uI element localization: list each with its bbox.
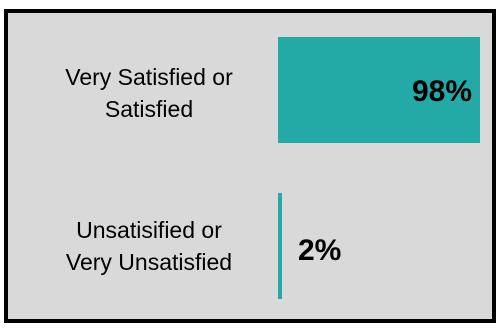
bar-satisfied — [278, 37, 480, 143]
category-label-satisfied: Very Satisfied or Satisfied — [24, 61, 274, 125]
bar-unsatisfied — [278, 193, 282, 299]
data-label-unsatisfied: 2% — [298, 234, 342, 267]
data-label-satisfied: 98% — [411, 75, 472, 108]
category-label-line: Very Unsatisfied — [65, 249, 233, 275]
category-label-line: Satisfied — [104, 96, 194, 122]
category-label-unsatisfied: Unsatisified or Very Unsatisfied — [24, 214, 274, 278]
category-label-line: Very Satisfied or — [65, 64, 233, 90]
category-label-line: Unsatisified or — [76, 217, 222, 243]
chart-frame: Very Satisfied or Satisfied Unsatisified… — [4, 9, 496, 323]
